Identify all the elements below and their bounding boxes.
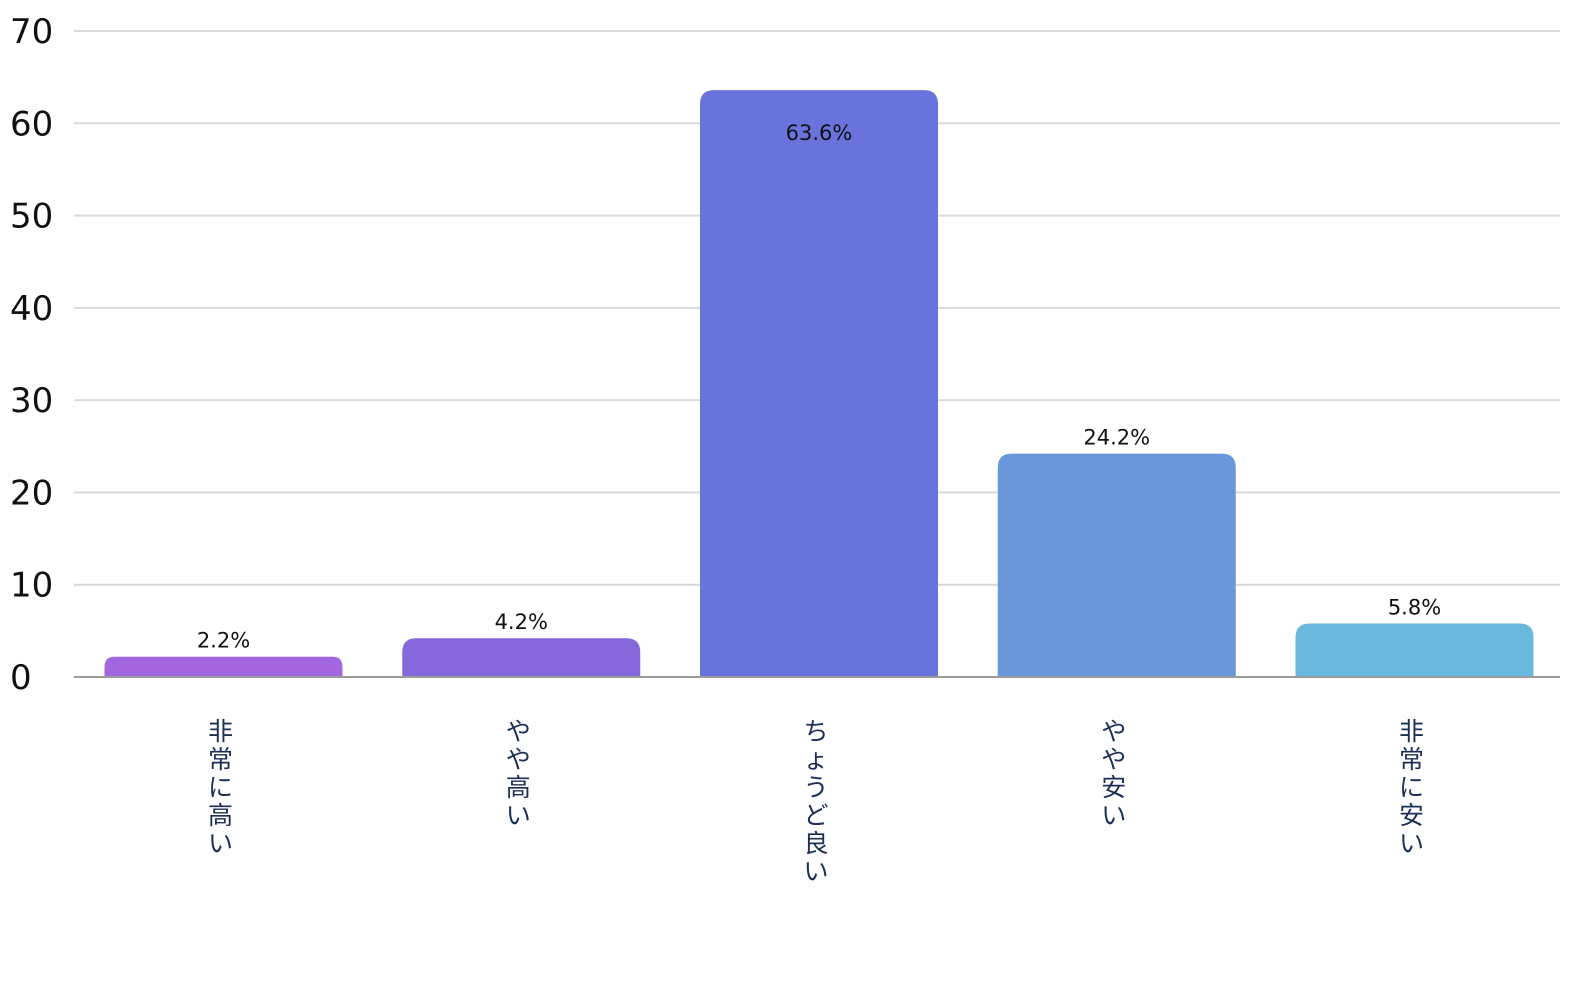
bar-value-label: 5.8%: [1388, 595, 1441, 619]
bar-value-label: 63.6%: [786, 121, 853, 145]
bar-value-label: 4.2%: [495, 610, 548, 634]
bar: [402, 638, 641, 677]
bar-value-label: 2.2%: [197, 629, 250, 653]
category-label: ちょうど良い: [803, 717, 828, 886]
y-tick-label: 60: [10, 104, 53, 144]
bar: [700, 90, 938, 677]
bar: [1295, 623, 1534, 677]
y-tick-label: 0: [10, 658, 32, 698]
category-label: 非常に高い: [208, 717, 233, 858]
category-labels: 非常に高い やや高い ちょうど良い やや安い 非常に安い: [208, 717, 1424, 886]
y-tick-label: 70: [10, 12, 53, 52]
y-axis-ticks: 0 10 20 30 40 50 60 70: [10, 12, 53, 698]
y-tick-label: 10: [10, 566, 53, 606]
category-label: やや安い: [1101, 717, 1126, 830]
y-tick-label: 20: [10, 473, 53, 513]
bar: [104, 656, 343, 677]
bar: [997, 453, 1236, 677]
bars: [104, 90, 1534, 677]
category-label: 非常に安い: [1399, 717, 1424, 858]
y-tick-label: 30: [10, 381, 53, 421]
y-tick-label: 40: [10, 289, 53, 329]
y-tick-label: 50: [10, 197, 53, 237]
data-labels: 2.2% 4.2% 63.6% 24.2% 5.8%: [197, 121, 1441, 653]
bar-value-label: 24.2%: [1083, 426, 1150, 450]
category-label: やや高い: [506, 717, 531, 830]
